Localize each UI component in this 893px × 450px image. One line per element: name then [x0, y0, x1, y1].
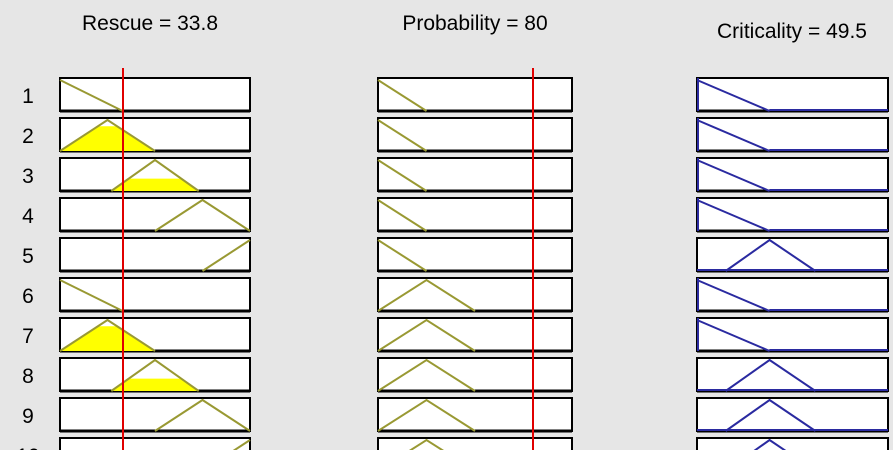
mf-box [377, 397, 573, 432]
mf-box [377, 437, 573, 450]
rule-number: 7 [22, 325, 34, 348]
mf-box [59, 397, 251, 432]
mf-curve [377, 398, 476, 432]
mf-curve [59, 79, 124, 112]
mf-box [59, 77, 251, 112]
mf-curve [696, 279, 770, 312]
mf-box [696, 197, 889, 232]
mf-box [377, 277, 573, 312]
mf-curve [408, 438, 445, 450]
mf-curve [725, 358, 816, 392]
rule-number: 6 [22, 285, 34, 308]
mf-curve [59, 279, 124, 312]
mf-box [377, 117, 573, 152]
mf-curve [696, 199, 770, 232]
mf-box [377, 77, 573, 112]
rule-number: 9 [22, 405, 34, 428]
mf-curve [201, 239, 251, 272]
mf-curve [725, 238, 816, 272]
mf-curve [154, 198, 251, 232]
mf-box [59, 237, 251, 272]
mf-box [377, 197, 573, 232]
mf-curve [232, 439, 251, 450]
mf-curve [377, 278, 476, 312]
mf-curve [110, 158, 200, 192]
rule-number: 5 [22, 245, 34, 268]
rule-number: 2 [22, 125, 34, 148]
mf-curve [59, 118, 156, 152]
column-header: Probability = 80 [402, 12, 547, 35]
mf-fill [60, 326, 155, 351]
mf-curve [696, 319, 770, 352]
mf-curve [696, 119, 770, 152]
mf-fill [111, 378, 199, 391]
mf-curve [377, 79, 428, 112]
mf-curve [110, 358, 200, 392]
mf-curve [753, 438, 787, 450]
mf-curve [59, 318, 156, 352]
rule-number: 8 [22, 365, 34, 388]
mf-box [59, 197, 251, 232]
mf-box [59, 437, 251, 450]
mf-box [377, 157, 573, 192]
mf-box [377, 317, 573, 352]
mf-box [696, 157, 889, 192]
rule-number: 1 [22, 85, 34, 108]
mf-box [696, 317, 889, 352]
mf-curve [725, 398, 816, 432]
mf-curve [696, 79, 770, 112]
mf-box [696, 117, 889, 152]
column-header: Criticality = 49.5 [717, 20, 867, 43]
mf-curve [154, 398, 251, 432]
mf-box [377, 357, 573, 392]
rule-number: 10 [16, 445, 39, 450]
mf-box [59, 277, 251, 312]
mf-box [377, 237, 573, 272]
column-header: Rescue = 33.8 [82, 12, 218, 35]
mf-curve [377, 318, 476, 352]
rule-number: 4 [22, 205, 34, 228]
mf-fill [111, 178, 199, 191]
mf-curve [377, 358, 476, 392]
mf-curve [377, 199, 428, 232]
mf-curve [377, 159, 428, 192]
mf-curve [377, 119, 428, 152]
mf-fill [60, 126, 155, 151]
mf-box [696, 277, 889, 312]
mf-box [696, 77, 889, 112]
mf-box [696, 437, 889, 450]
mf-curve [377, 239, 428, 272]
mf-curve [696, 159, 770, 192]
rule-number: 3 [22, 165, 34, 188]
